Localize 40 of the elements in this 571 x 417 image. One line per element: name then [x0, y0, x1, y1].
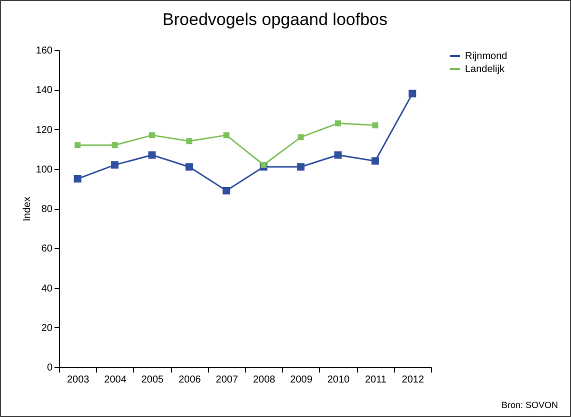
text: Bron: SOVON	[501, 400, 558, 410]
point	[186, 138, 192, 144]
point	[185, 163, 193, 171]
x-tick-label: 2003	[66, 374, 90, 386]
x-tick-label: 2012	[402, 374, 424, 386]
point	[223, 132, 230, 138]
x-tick-label: 2011	[364, 374, 387, 386]
chart-title: Broedvogels opgaand loofbos	[162, 10, 388, 29]
x-tick-label: 2008	[252, 374, 276, 386]
point	[298, 134, 304, 140]
point	[408, 90, 416, 98]
point	[111, 161, 119, 169]
point	[335, 120, 341, 126]
point	[372, 122, 378, 128]
y-tick-label: 40	[41, 283, 53, 294]
y-axis-title: Index	[22, 196, 33, 222]
x-tick-label: 2010	[327, 374, 350, 386]
point	[149, 132, 155, 138]
y-tick-label: 100	[36, 164, 53, 176]
x-tick-label: 2007	[216, 374, 238, 386]
x-tick-label: 2004	[104, 374, 127, 386]
point	[222, 186, 230, 194]
point	[74, 175, 82, 183]
y-tick-label: 0	[46, 362, 53, 374]
point	[371, 157, 379, 165]
y-tick-label: 140	[36, 85, 53, 96]
legend-label: Rijnmond	[465, 51, 508, 62]
y-tick-label: 60	[41, 244, 53, 255]
y-tick-label: 120	[36, 124, 53, 136]
x-tick-label: 2009	[290, 374, 313, 386]
y-tick-label: 20	[41, 322, 53, 334]
legend-label: Landelijk	[465, 64, 506, 75]
point	[260, 162, 267, 168]
y-tick-label: 160	[36, 46, 53, 56]
point	[74, 142, 81, 148]
x-tick-label: 2005	[141, 374, 164, 386]
point	[112, 142, 118, 148]
point	[297, 163, 305, 171]
x-tick-label: 2006	[178, 374, 202, 386]
y-tick-label: 80	[41, 204, 53, 215]
